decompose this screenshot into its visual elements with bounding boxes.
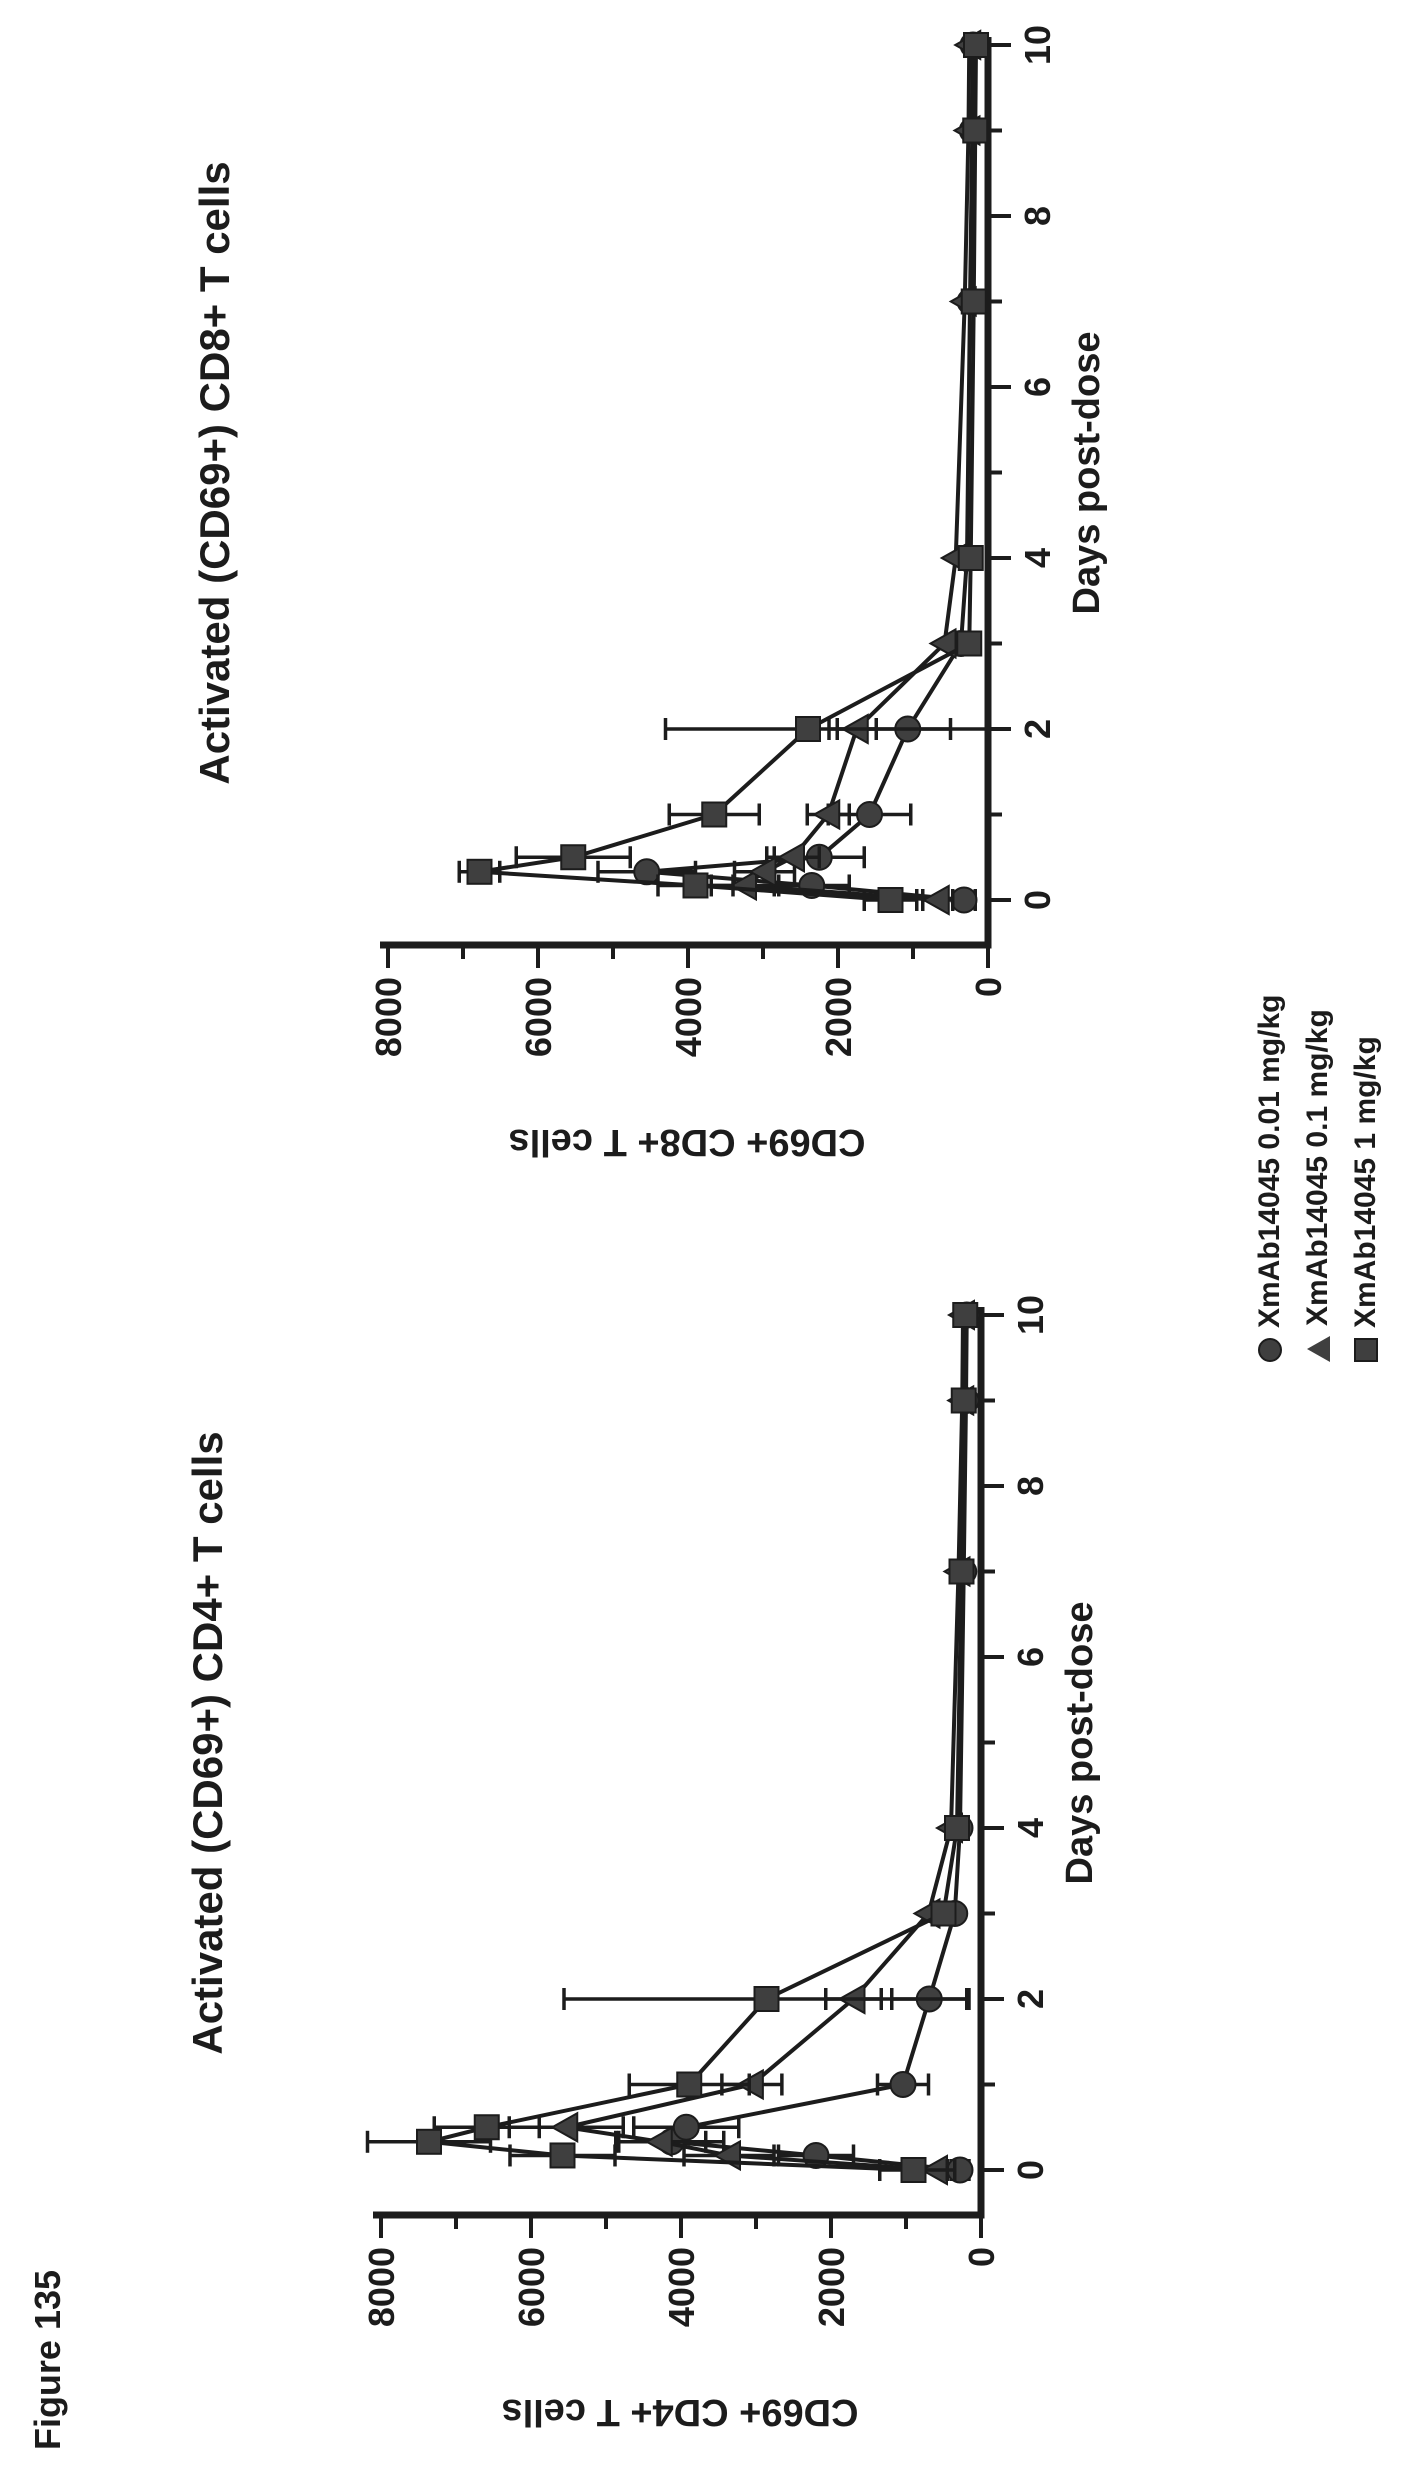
legend-item-1-mgkg: XmAb14045 1 mg/kg (1342, 882, 1390, 1362)
data-point-square (701, 801, 728, 828)
data-point-triangle (550, 2111, 579, 2143)
square-marker-icon (1354, 1338, 1378, 1362)
data-point-circle (889, 2071, 917, 2098)
data-point-triangle (644, 2126, 673, 2158)
data-point-square (466, 858, 493, 885)
data-point-circle (672, 2113, 700, 2141)
y-tick-label: 4000 (668, 977, 709, 1057)
data-point-square (962, 117, 989, 144)
figure-label: Figure 135 (27, 2250, 68, 2470)
y-tick-label: 2000 (818, 977, 859, 1057)
series-line (428, 1314, 968, 2172)
data-point-triangle (776, 841, 805, 873)
y-axis-title: CD69+ CD4+ T cells (502, 2391, 859, 2433)
data-point-square (952, 1302, 979, 1328)
y-tick-label: 2000 (811, 2247, 852, 2327)
data-point-square (560, 844, 587, 871)
series-line (666, 1314, 969, 2172)
x-axis-title: Days post-dose (1059, 1602, 1101, 1885)
legend-item-0.1-mgkg: XmAb14045 0.1 mg/kg (1294, 882, 1342, 1362)
y-tick-label: 6000 (511, 2247, 552, 2327)
x-tick-label: 0 (1017, 890, 1058, 910)
data-point-square (930, 1900, 957, 1927)
legend: XmAb14045 0.01 mg/kg XmAb14045 0.1 mg/kg… (1246, 882, 1390, 1362)
data-point-square (795, 716, 821, 742)
y-tick-label: 8000 (361, 2247, 402, 2327)
data-point-triangle (728, 869, 757, 902)
x-axis-title: Days post-dose (1066, 332, 1108, 615)
data-point-square (753, 1986, 780, 2012)
series-line (646, 44, 975, 902)
data-point-triangle (812, 798, 841, 831)
chart-title: Activated (CD69+) CD8+ T cells (191, 161, 238, 784)
data-point-circle (950, 886, 978, 914)
chart-cd4-t-cells: 0 2 4 6 8 10 0 2000 4000 6000 8000 Activated (CD69+… (160, 1210, 1120, 2460)
data-point-square (960, 288, 987, 315)
y-tick-label: 0 (961, 2247, 1002, 2267)
y-axis-title: CD69+ CD8+ T cells (509, 1121, 866, 1163)
series-line (739, 44, 972, 902)
x-tick-label: 10 (1010, 1295, 1051, 1335)
y-tick-label: 8000 (368, 977, 409, 1057)
legend-item-0.01-mgkg: XmAb14045 0.01 mg/kg (1246, 882, 1294, 1362)
legend-label: XmAb14045 0.1 mg/kg (1301, 1009, 1334, 1326)
x-tick-label: 2 (1010, 1989, 1051, 2009)
data-point-square (948, 1558, 975, 1585)
data-point-square (877, 887, 904, 913)
x-tick-label: 2 (1017, 719, 1058, 739)
data-point-triangle (921, 884, 950, 916)
series-triangle (507, 1299, 975, 2186)
data-point-square (549, 2142, 576, 2169)
data-point-square (682, 872, 709, 899)
legend-label: XmAb14045 1 mg/kg (1349, 1036, 1382, 1328)
y-tick-label: 6000 (518, 977, 559, 1057)
axis-frame (373, 1307, 985, 2219)
data-point-square (900, 2157, 927, 2183)
series-circle (596, 31, 989, 914)
triangle-marker-icon (1306, 1336, 1330, 1362)
chart-title: Activated (CD69+) CD4+ T cells (184, 1431, 231, 2054)
data-point-triangle (748, 856, 777, 888)
data-point-triangle (928, 627, 957, 660)
series-square (457, 32, 989, 913)
x-tick-label: 6 (1010, 1647, 1051, 1667)
data-point-square (944, 1815, 970, 1841)
y-tick-label: 4000 (661, 2247, 702, 2327)
series-line (479, 44, 978, 902)
series-square (365, 1302, 979, 2183)
data-point-square (957, 545, 984, 571)
series-line (565, 1314, 965, 2172)
axis-frame (380, 37, 992, 949)
x-tick-label: 0 (1010, 2160, 1051, 2180)
data-point-square (473, 2114, 500, 2141)
cd8-chart-canvas: 0 2 4 6 8 10 0 2000 4000 6000 8000 Activated (CD69+… (191, 25, 1108, 1163)
data-point-square (950, 1387, 977, 1414)
cd4-chart-canvas: 0 2 4 6 8 10 0 2000 4000 6000 8000 Activated (CD69+… (184, 1295, 1101, 2433)
data-point-square (676, 2071, 703, 2098)
data-point-circle (856, 801, 883, 828)
x-tick-label: 4 (1017, 548, 1058, 568)
y-tick-label: 0 (968, 977, 1009, 997)
data-point-square (963, 32, 989, 58)
x-tick-label: 8 (1017, 206, 1058, 226)
data-point-square (416, 2128, 442, 2155)
figure-label-text: Figure 135 (27, 2269, 68, 2451)
x-tick-label: 6 (1017, 377, 1058, 397)
chart-cd8-t-cells: 0 2 4 6 8 10 0 2000 4000 6000 8000 Activated (CD69+… (167, 0, 1127, 1190)
legend-label: XmAb14045 0.01 mg/kg (1253, 994, 1286, 1328)
data-point-square (956, 630, 983, 657)
circle-marker-icon (1258, 1338, 1282, 1362)
series-circle (617, 1301, 981, 2184)
x-tick-label: 8 (1010, 1476, 1051, 1496)
x-tick-label: 10 (1017, 25, 1058, 65)
x-tick-label: 4 (1010, 1818, 1051, 1838)
